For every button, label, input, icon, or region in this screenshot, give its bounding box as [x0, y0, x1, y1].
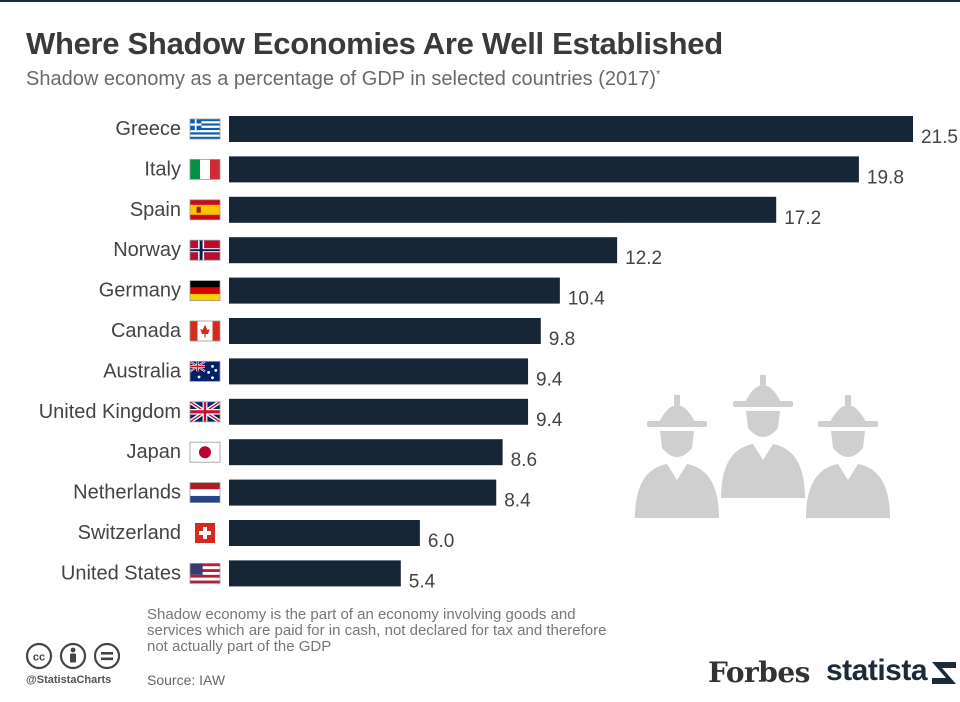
norway-flag-icon — [189, 239, 221, 261]
bar — [229, 196, 777, 223]
japan-flag-icon — [189, 441, 221, 463]
statista-logo-icon — [932, 662, 956, 684]
category-label: Netherlands — [73, 482, 181, 504]
data-label: 5.4 — [409, 571, 436, 592]
bar — [229, 398, 529, 425]
germany-flag-icon — [189, 280, 221, 302]
category-label: Norway — [113, 239, 181, 261]
data-label: 12.2 — [625, 248, 662, 269]
no-derivatives-icon — [93, 642, 121, 670]
statista-logo: statista — [826, 654, 928, 687]
statista-handle: @StatistaCharts — [26, 674, 112, 686]
data-label: 8.6 — [511, 450, 537, 471]
subtitle-footnote-mark: * — [656, 68, 661, 81]
category-label: United States — [61, 562, 181, 584]
chart-subtitle: Shadow economy as a percentage of GDP in… — [26, 68, 660, 91]
netherlands-flag-icon — [189, 482, 221, 504]
category-label: Japan — [127, 441, 182, 463]
forbes-logo: Forbes — [708, 656, 810, 689]
category-label: Canada — [111, 320, 182, 342]
switzerland-flag-icon — [195, 523, 215, 543]
chart-title: Where Shadow Economies Are Well Establis… — [26, 26, 723, 61]
data-label: 21.5 — [921, 127, 958, 148]
bar — [229, 237, 618, 264]
subtitle-text: Shadow economy as a percentage of GDP in… — [26, 68, 656, 90]
bar — [229, 439, 503, 466]
license-icons: cc — [26, 642, 121, 670]
footnote: Shadow economy is the part of an economy… — [147, 606, 607, 655]
australia-flag-icon — [189, 360, 221, 382]
bar — [229, 358, 529, 385]
cc-icon: cc — [26, 642, 53, 670]
bar — [229, 479, 497, 506]
category-label: United Kingdom — [39, 401, 181, 423]
data-label: 6.0 — [428, 531, 454, 552]
data-label: 9.4 — [536, 369, 563, 390]
attribution-icon — [59, 642, 87, 670]
united-states-flag-icon — [189, 562, 221, 584]
category-label: Italy — [144, 158, 181, 180]
construction-workers-icon — [635, 375, 890, 518]
top-rule — [0, 0, 960, 2]
category-label: Australia — [103, 360, 182, 382]
canada-flag-icon — [189, 320, 221, 342]
italy-flag-icon — [189, 159, 221, 180]
source: Source: IAW — [147, 672, 226, 688]
bar — [229, 560, 401, 587]
bar — [229, 318, 541, 344]
greece-flag-icon — [189, 118, 221, 140]
bar — [229, 156, 859, 183]
data-label: 8.4 — [504, 491, 531, 512]
category-label: Germany — [99, 280, 181, 302]
data-label: 19.8 — [867, 167, 904, 188]
united-kingdom-flag-icon — [188, 400, 222, 424]
bar — [229, 520, 420, 546]
category-label: Greece — [115, 118, 181, 140]
bar — [229, 116, 913, 142]
bar-chart: Greece 21.5 Italy 19.8 Spain 17.2 Norway 12.2 Ge… — [39, 116, 958, 592]
bar — [229, 277, 560, 304]
category-label: Switzerland — [78, 522, 181, 544]
data-label: 10.4 — [568, 289, 605, 310]
svg-text:cc: cc — [33, 652, 45, 664]
category-label: Spain — [130, 199, 181, 221]
spain-flag-icon — [189, 199, 221, 221]
data-label: 9.4 — [536, 410, 563, 431]
data-label: 17.2 — [784, 208, 821, 229]
data-label: 9.8 — [549, 329, 575, 350]
